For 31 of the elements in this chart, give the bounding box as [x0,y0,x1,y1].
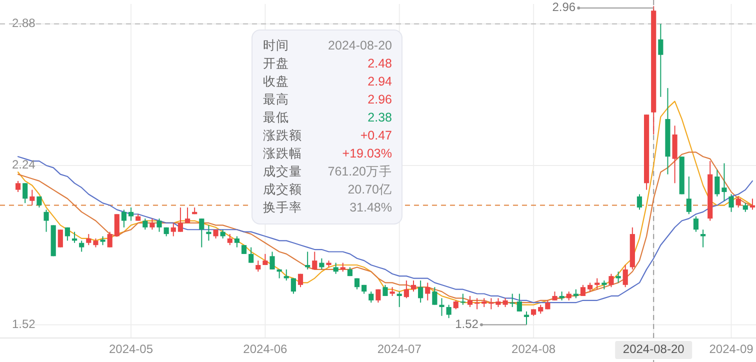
annotation: 最高 [263,91,289,106]
x-tick-label: 2024-06 [243,342,288,356]
y-tick-label: 2.24 [12,158,36,172]
annotation: +0.47 [360,128,392,142]
annotation: 31.48% [350,200,392,214]
annotation: 换手率 [263,199,302,214]
annotation: 成交额 [263,181,302,196]
annotation: 2.94 [368,74,392,88]
y-tick-label: 1.52 [12,316,36,331]
annotation: 20.70亿 [348,182,392,196]
annotation: 涨跌幅 [263,146,302,160]
annotation: 2024-08-20 [328,38,392,52]
x-tick-label: 2024-08-20 [622,342,685,356]
annotation: 2.96 [368,92,392,106]
x-tick-label: 2024-08 [512,342,556,356]
annotation: 时间 [263,38,289,52]
annotation: 开盘 [263,56,289,70]
annotation: 2.38 [368,110,392,124]
annotation: 761.20万手 [328,164,392,178]
annotation: +19.03% [342,146,392,160]
annotation: 收盘 [263,74,289,88]
annotation: 涨跌额 [263,128,302,142]
annotation: 成交量 [263,163,302,178]
y-tick-label: 2.88 [12,16,36,30]
x-tick-label: 2024-07 [377,342,422,356]
x-tick-label: 2024-09 [709,342,754,356]
annotation: 最低 [263,110,289,124]
x-tick-label: 2024-05 [109,342,154,356]
annotation: 1.52 [455,316,479,331]
annotation: 2.48 [368,56,392,70]
annotation: 2.96 [552,0,576,14]
